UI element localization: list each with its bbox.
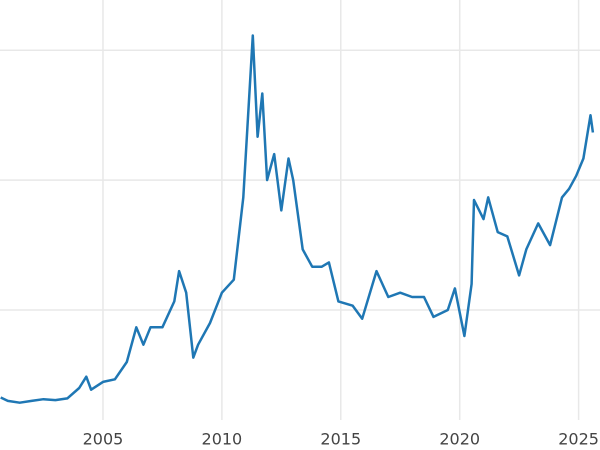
x-tick-label: 2010 [202, 430, 243, 449]
x-tick-label: 2015 [320, 430, 361, 449]
x-tick-label: 2025 [558, 430, 599, 449]
x-tick-label: 2020 [439, 430, 480, 449]
price-line [0, 34, 595, 404]
x-tick-label: 2005 [83, 430, 124, 449]
